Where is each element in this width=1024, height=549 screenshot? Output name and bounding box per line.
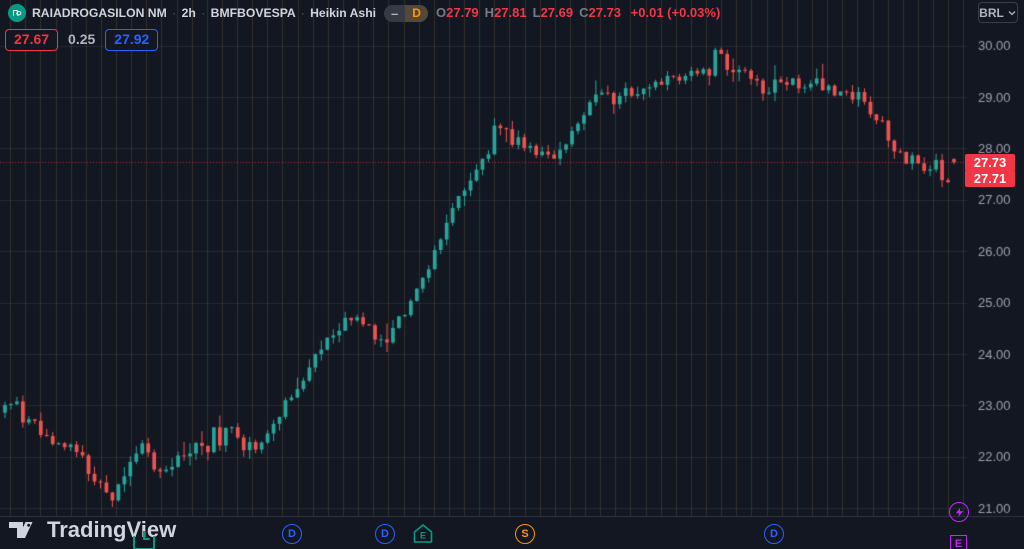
svg-text:E: E: [420, 531, 426, 541]
